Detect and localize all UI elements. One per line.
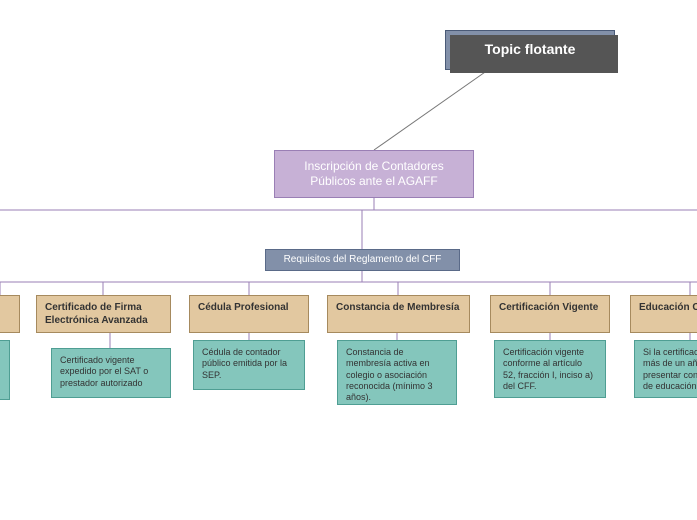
requirement-desc[interactable]: Cédula de contador público emitida por l…: [193, 340, 305, 390]
requirement-desc[interactable]: Certificado vigente expedido por el SAT …: [51, 348, 171, 398]
subroot-node[interactable]: Requisitos del Reglamento del CFF: [265, 249, 460, 271]
requirement-node[interactable]: Constancia de Membresía: [327, 295, 470, 333]
requirement-desc[interactable]: Constancia de membresía activa en colegi…: [337, 340, 457, 405]
requirement-desc[interactable]: Si la certificación tiene más de un año,…: [634, 340, 697, 398]
requirement-node[interactable]: Cédula Profesional: [189, 295, 309, 333]
root-node[interactable]: Inscripción de Contadores Públicos ante …: [274, 150, 474, 198]
requirement-desc[interactable]: [0, 340, 10, 400]
floating-topic[interactable]: Topic flotante: [445, 30, 615, 70]
requirement-node[interactable]: Certificación Vigente: [490, 295, 610, 333]
requirement-node[interactable]: [0, 295, 20, 333]
requirement-node[interactable]: Educación Continua: [630, 295, 697, 333]
edge-floating-root: [374, 70, 488, 150]
requirement-desc[interactable]: Certificación vigente conforme al artícu…: [494, 340, 606, 398]
requirement-node[interactable]: Certificado de Firma Electrónica Avanzad…: [36, 295, 171, 333]
